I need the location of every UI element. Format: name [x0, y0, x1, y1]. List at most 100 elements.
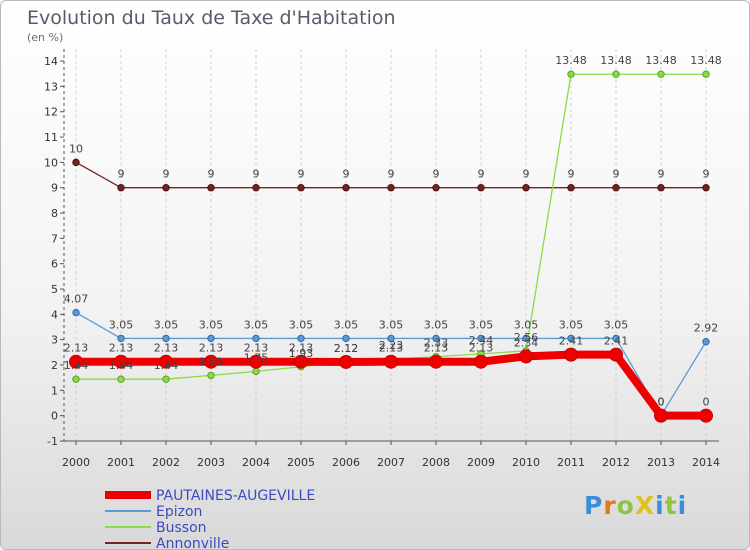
point-annonville-2006	[342, 184, 350, 192]
series-group	[69, 70, 713, 423]
point-annonville-2005	[297, 184, 305, 192]
y-tick-label-8: 8	[51, 207, 58, 220]
data-label-busson-2002: 1.44	[154, 359, 179, 372]
point-busson-2002	[162, 375, 170, 383]
y-tick-label-4: 4	[51, 308, 58, 321]
point-pautaines-augeville-2012	[609, 347, 623, 362]
point-epizon-2002	[162, 334, 170, 343]
data-label-busson-2004: 1.75	[244, 351, 269, 364]
data-label-annonville-2005: 9	[298, 168, 305, 181]
x-tick-label-2010: 2010	[512, 456, 540, 469]
logo-letter: t	[664, 491, 678, 520]
data-label-busson-2011: 13.48	[555, 54, 587, 67]
x-tick-label-2007: 2007	[377, 456, 405, 469]
point-busson-2013	[657, 70, 665, 78]
y-tick-label-3: 3	[51, 334, 58, 347]
point-pautaines-augeville-2009	[474, 354, 488, 369]
y-tick-label-6: 6	[51, 258, 58, 271]
point-epizon-2008	[432, 334, 440, 343]
point-pautaines-augeville-2005	[294, 354, 308, 369]
point-epizon-2012	[612, 334, 620, 343]
proxiti-logo: ProXiti	[584, 491, 687, 520]
data-label-pautaines-augeville-2008: 2.13	[424, 342, 449, 355]
data-label-epizon-2001: 3.05	[109, 318, 134, 331]
point-busson-2004	[252, 367, 260, 376]
data-label-busson-2010: 2.56	[514, 331, 539, 344]
x-tick-label-2000: 2000	[62, 456, 90, 469]
data-label-busson-2001: 1.44	[109, 359, 134, 372]
data-label-annonville-2012: 9	[613, 168, 620, 181]
point-epizon-2000	[72, 308, 80, 317]
data-label-annonville-2006: 9	[343, 168, 350, 181]
data-label-busson-2013: 13.48	[645, 54, 677, 67]
point-busson-2000	[72, 375, 80, 383]
data-label-annonville-2003: 9	[208, 168, 215, 181]
y-tick-label-7: 7	[51, 232, 58, 245]
data-label-pautaines-augeville-2000: 2.13	[64, 342, 89, 355]
data-label-busson-2006: 2.12	[334, 342, 359, 355]
point-epizon-2001	[117, 334, 125, 343]
logo-letter: X	[634, 491, 656, 520]
data-label-epizon-2005: 3.05	[289, 318, 314, 331]
x-tick-label-2002: 2002	[152, 456, 180, 469]
data-label-busson-2012: 13.48	[600, 54, 632, 67]
data-label-busson-2003: 1.59	[199, 355, 224, 368]
point-annonville-2004	[252, 184, 260, 192]
point-epizon-2004	[252, 334, 260, 343]
point-pautaines-augeville-2008	[429, 354, 443, 369]
point-annonville-2009	[477, 184, 485, 192]
point-epizon-2014	[702, 338, 710, 346]
point-busson-2014	[702, 70, 710, 78]
data-label-epizon-2014: 2.92	[694, 322, 719, 335]
chart-subtitle: (en %)	[27, 31, 64, 44]
x-tick-label-2004: 2004	[242, 456, 270, 469]
y-tick-label-1: 1	[51, 384, 58, 397]
point-busson-2011	[567, 70, 575, 78]
logo-letter: r	[603, 491, 617, 520]
logo-letter: P	[584, 491, 604, 520]
x-tick-label-2014: 2014	[692, 456, 720, 469]
data-label-annonville-2011: 9	[568, 168, 575, 181]
point-annonville-2011	[567, 184, 575, 192]
data-label-pautaines-augeville-2004: 2.13	[244, 342, 269, 355]
data-label-annonville-2013: 9	[658, 168, 665, 181]
data-label-pautaines-augeville-2009: 2.13	[469, 342, 494, 355]
data-label-busson-2008: 2.33	[424, 337, 449, 350]
point-busson-2001	[117, 375, 125, 383]
data-label-pautaines-augeville-2013: 0	[658, 396, 665, 409]
point-pautaines-augeville-2001	[114, 354, 128, 369]
data-label-epizon-2008: 3.05	[424, 318, 449, 331]
y-tick-label-0: 0	[51, 410, 58, 423]
data-label-epizon-2000: 4.07	[64, 293, 89, 306]
data-label-pautaines-augeville-2006: 2.12	[334, 342, 359, 355]
x-tick-label-2009: 2009	[467, 456, 495, 469]
data-label-annonville-2010: 9	[523, 168, 530, 181]
point-pautaines-augeville-2011	[564, 347, 578, 362]
data-label-pautaines-augeville-2012: 2.41	[604, 335, 629, 348]
legend-label-pautaines-augeville: PAUTAINES-AUGEVILLE	[156, 488, 315, 504]
data-label-pautaines-augeville-2005: 2.13	[289, 342, 314, 355]
x-tick-label-2013: 2013	[647, 456, 675, 469]
legend-label-busson: Busson	[156, 520, 207, 536]
point-annonville-2013	[657, 184, 665, 192]
data-label-annonville-2008: 9	[433, 168, 440, 181]
data-label-busson-2014: 13.48	[690, 54, 722, 67]
data-label-pautaines-augeville-2001: 2.13	[109, 342, 134, 355]
point-pautaines-augeville-2006	[339, 354, 353, 369]
data-label-annonville-2000: 10	[69, 142, 83, 155]
logo-letter: o	[616, 491, 635, 520]
point-pautaines-augeville-2007	[384, 354, 398, 369]
x-tick-label-2005: 2005	[287, 456, 315, 469]
data-label-epizon-2004: 3.05	[244, 318, 269, 331]
logo-letter: i	[677, 491, 688, 520]
point-epizon-2011	[567, 334, 575, 343]
data-label-epizon-2012: 3.05	[604, 318, 629, 331]
logo-letter: i	[655, 491, 665, 520]
x-tick-label-2011: 2011	[557, 456, 585, 469]
data-label-busson-2005: 1.93	[289, 347, 314, 360]
point-annonville-2002	[162, 184, 170, 192]
data-label-busson-2007: 2.23	[379, 339, 404, 352]
y-tick-label--1: -1	[47, 435, 58, 448]
